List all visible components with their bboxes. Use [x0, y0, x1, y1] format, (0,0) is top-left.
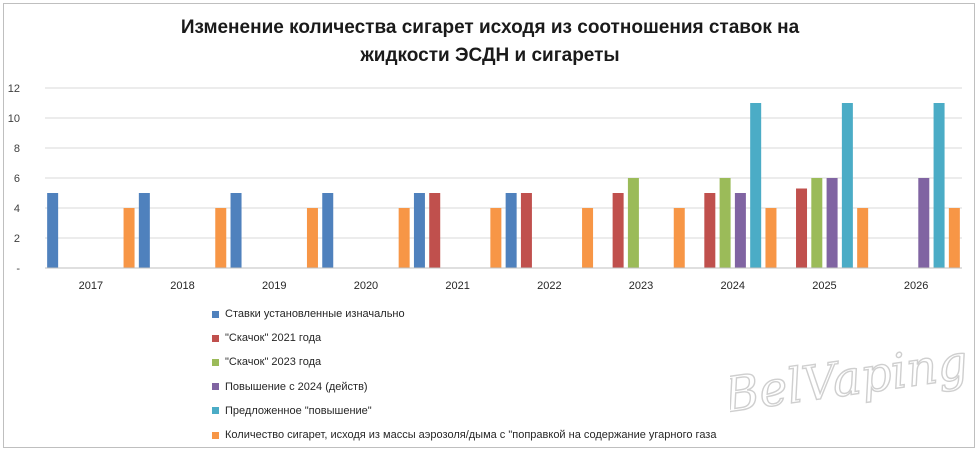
- bar-series-6-2024: [765, 208, 777, 268]
- bars: [47, 103, 960, 268]
- x-tick-label: 2018: [170, 280, 194, 292]
- x-tick-label: 2023: [629, 280, 653, 292]
- x-tick-label: 2017: [79, 280, 103, 292]
- bar-series-6-2022: [582, 208, 594, 268]
- legend-swatch: [212, 358, 219, 366]
- bar-series-2-2022: [520, 193, 532, 268]
- y-tick-label: 2: [14, 233, 20, 245]
- y-tick-label: 6: [14, 173, 20, 185]
- legend-label: "Скачок" 2023 года: [225, 356, 322, 369]
- legend-label: "Скачок" 2021 года: [225, 332, 322, 345]
- legend-swatch: [212, 310, 219, 318]
- bar-series-1-2021: [413, 193, 425, 268]
- legend-item-2: "Скачок" 2021 года: [212, 326, 716, 350]
- y-tick-label: 8: [14, 143, 20, 155]
- x-axis: 2017 2018 2019 2020 2021 2022 2023 2024 2025 2026: [45, 267, 962, 292]
- bar-series-1-2020: [322, 193, 334, 268]
- watermark-text: BelVaping: [730, 335, 970, 424]
- bar-series-6-2026: [948, 208, 960, 268]
- legend: Ставки установленные изначально "Скачок" …: [212, 302, 716, 447]
- gridlines: [45, 87, 962, 239]
- legend-swatch: [212, 334, 219, 342]
- bar-series-1-2017: [47, 193, 59, 268]
- legend-swatch: [212, 407, 219, 415]
- x-tick-label: 2020: [354, 280, 378, 292]
- legend-swatch: [212, 431, 219, 439]
- legend-item-5: Предложенное "повышение": [212, 399, 716, 423]
- bar-series-2-2021: [429, 193, 441, 268]
- legend-label: Количество сигарет, исходя из массы аэро…: [225, 429, 717, 442]
- y-tick-label: -: [16, 263, 20, 275]
- x-tick-label: 2019: [262, 280, 286, 292]
- bar-series-2-2024: [704, 193, 716, 268]
- bar-series-6-2018: [215, 208, 227, 268]
- y-tick-label: 10: [8, 113, 20, 125]
- x-tick-label: 2022: [537, 280, 561, 292]
- bar-series-5-2025: [841, 103, 853, 268]
- bar-series-4-2025: [826, 178, 838, 268]
- legend-label: Ставки установленные изначально: [225, 308, 405, 321]
- bar-series-3-2023: [627, 178, 639, 268]
- chart-title: Изменение количества сигарет исходя из с…: [0, 14, 980, 70]
- legend-label: Повышение с 2024 (действ): [225, 380, 368, 393]
- bar-series-3-2025: [811, 178, 823, 268]
- bar-series-6-2020: [398, 208, 410, 268]
- watermark-logo: BelVaping: [730, 335, 970, 425]
- x-tick-label: 2024: [721, 280, 745, 292]
- bar-series-1-2019: [230, 193, 242, 268]
- bar-series-1-2018: [138, 193, 150, 268]
- legend-label: Предложенное "повышение": [225, 404, 372, 417]
- bar-series-5-2024: [750, 103, 762, 268]
- bar-series-1-2022: [505, 193, 517, 268]
- bar-series-4-2024: [734, 193, 746, 268]
- y-tick-label: 4: [14, 203, 20, 215]
- bar-series-4-2026: [918, 178, 930, 268]
- legend-item-6: Количество сигарет, исходя из массы аэро…: [212, 423, 716, 447]
- bar-series-6-2021: [490, 208, 502, 268]
- x-tick-label: 2025: [812, 280, 836, 292]
- bar-series-2-2025: [796, 188, 808, 268]
- y-tick-label: 12: [8, 83, 20, 95]
- bar-series-5-2026: [933, 103, 945, 268]
- y-axis: - 2 4 6 8 10 12: [8, 83, 21, 275]
- bar-series-6-2023: [673, 208, 685, 268]
- chart-title-line-1: Изменение количества сигарет исходя из с…: [180, 17, 800, 38]
- bar-series-6-2019: [306, 208, 318, 268]
- bar-series-2-2023: [612, 193, 624, 268]
- legend-item-4: Повышение с 2024 (действ): [212, 375, 716, 399]
- x-tick-label: 2021: [445, 280, 469, 292]
- bar-series-6-2017: [123, 208, 135, 268]
- bar-series-6-2025: [857, 208, 869, 268]
- legend-item-3: "Скачок" 2023 года: [212, 350, 716, 374]
- legend-item-1: Ставки установленные изначально: [212, 302, 716, 326]
- x-tick-label: 2026: [904, 280, 928, 292]
- bar-series-3-2024: [719, 178, 731, 268]
- legend-swatch: [212, 383, 219, 391]
- chart-title-line-2: жидкости ЭСДН и сигареты: [360, 45, 620, 66]
